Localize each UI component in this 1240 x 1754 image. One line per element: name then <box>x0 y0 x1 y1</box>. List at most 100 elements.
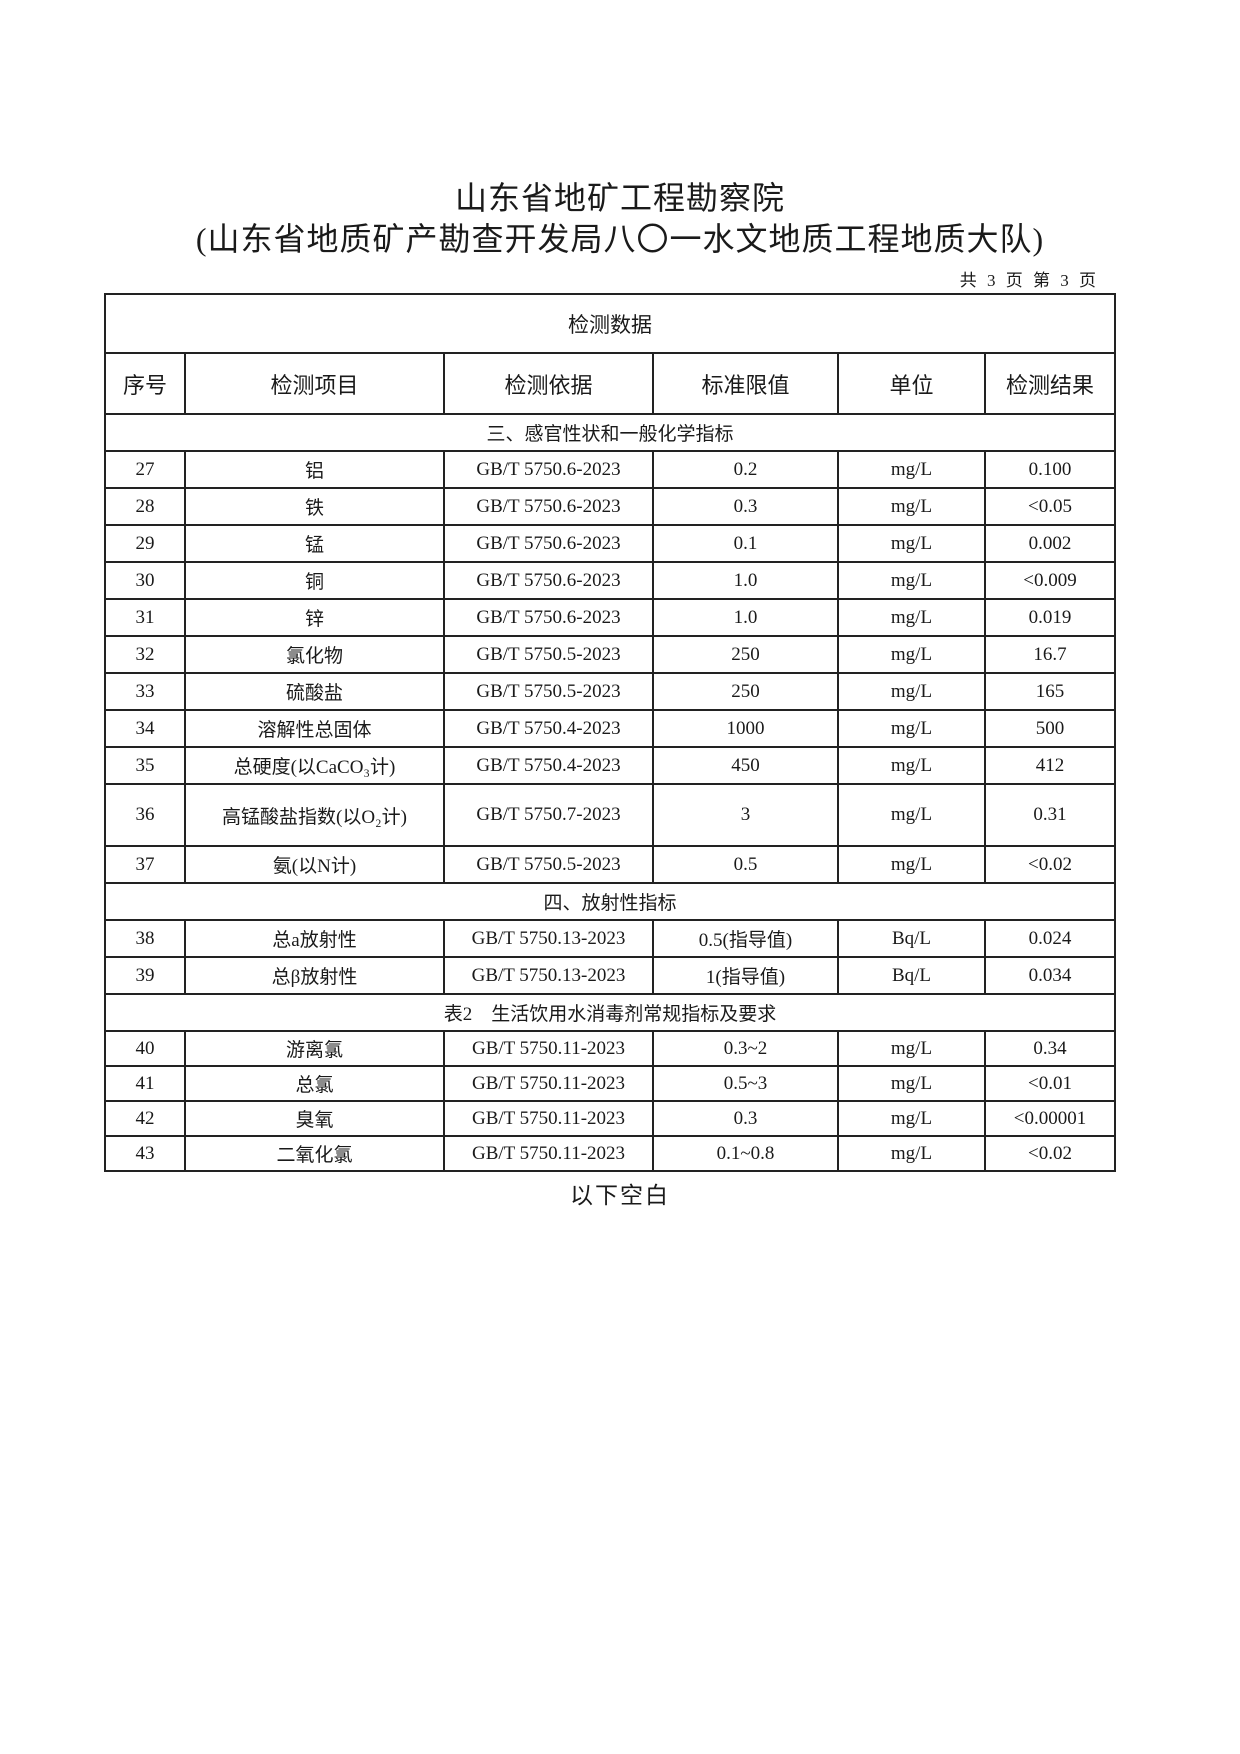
table-row: 40 游离氯 GB/T 5750.11-2023 0.3~2 mg/L 0.34 <box>104 1030 1117 1067</box>
cell-item: 臭氧 <box>184 1100 445 1137</box>
cell-item: 氨(以N计) <box>184 845 445 884</box>
cell-no: 37 <box>104 845 186 884</box>
cell-item: 二氧化氯 <box>184 1135 445 1172</box>
cell-unit: mg/L <box>837 635 986 674</box>
cell-no: 36 <box>104 783 186 847</box>
cell-method: GB/T 5750.11-2023 <box>443 1135 654 1172</box>
table-header-row: 序号 检测项目 检测依据 标准限值 单位 检测结果 <box>104 352 1117 415</box>
cell-no: 30 <box>104 561 186 600</box>
column-header: 序号 <box>104 352 186 415</box>
cell-limit: 0.3~2 <box>652 1030 839 1067</box>
table-row: 28 铁 GB/T 5750.6-2023 0.3 mg/L <0.05 <box>104 487 1117 526</box>
cell-unit: mg/L <box>837 746 986 785</box>
cell-unit: Bq/L <box>837 919 986 958</box>
cell-result: <0.02 <box>983 1135 1117 1172</box>
cell-result: <0.01 <box>983 1065 1117 1102</box>
table-row: 36 高锰酸盐指数(以O₂计) GB/T 5750.7-2023 3 mg/L 0.31 <box>104 783 1117 847</box>
section-title: 表2 生活饮用水消毒剂常规指标及要求 <box>103 993 1117 1032</box>
cell-no: 40 <box>104 1030 186 1067</box>
cell-unit: mg/L <box>837 1135 986 1172</box>
cell-unit: mg/L <box>837 1100 986 1137</box>
cell-no: 27 <box>104 450 186 489</box>
cell-limit: 0.3 <box>652 1100 839 1137</box>
cell-result: 0.002 <box>983 524 1117 563</box>
cell-method: GB/T 5750.13-2023 <box>443 919 654 958</box>
column-header: 检测依据 <box>443 352 654 415</box>
page-info: 共 3 页 第 3 页 <box>959 271 1099 290</box>
org-title: 山东省地矿工程勘察院 <box>454 180 785 216</box>
column-header: 标准限值 <box>652 352 839 415</box>
cell-result: 16.7 <box>983 635 1117 674</box>
table-row: 27 铝 GB/T 5750.6-2023 0.2 mg/L 0.100 <box>104 450 1117 489</box>
cell-unit: mg/L <box>837 709 986 748</box>
cell-unit: mg/L <box>837 561 986 600</box>
cell-item: 硫酸盐 <box>184 672 445 711</box>
cell-result: 0.100 <box>983 450 1117 489</box>
section-title: 三、感官性状和一般化学指标 <box>103 413 1117 452</box>
cell-no: 28 <box>104 487 186 526</box>
cell-limit: 0.5(指导值) <box>652 919 839 958</box>
cell-unit: mg/L <box>837 487 986 526</box>
cell-method: GB/T 5750.6-2023 <box>443 598 654 637</box>
cell-method: GB/T 5750.6-2023 <box>443 487 654 526</box>
cell-result: <0.00001 <box>983 1100 1117 1137</box>
org-subtitle: (山东省地质矿产勘查开发局八〇一水文地质工程地质大队) <box>195 221 1045 257</box>
cell-limit: 1.0 <box>652 561 839 600</box>
cell-unit: Bq/L <box>837 956 986 995</box>
cell-limit: 0.2 <box>652 450 839 489</box>
cell-result: 500 <box>983 709 1117 748</box>
cell-result: 0.019 <box>983 598 1117 637</box>
table-row: 39 总β放射性 GB/T 5750.13-2023 1(指导值) Bq/L 0.034 <box>104 956 1117 995</box>
cell-item: 总a放射性 <box>184 919 445 958</box>
cell-unit: mg/L <box>837 1030 986 1067</box>
cell-unit: mg/L <box>837 1065 986 1102</box>
table-row: 38 总a放射性 GB/T 5750.13-2023 0.5(指导值) Bq/L 0.02… <box>104 919 1117 958</box>
cell-method: GB/T 5750.4-2023 <box>443 746 654 785</box>
cell-method: GB/T 5750.7-2023 <box>443 783 654 847</box>
cell-method: GB/T 5750.5-2023 <box>443 672 654 711</box>
cell-unit: mg/L <box>837 845 986 884</box>
cell-no: 34 <box>104 709 186 748</box>
cell-result: <0.02 <box>983 845 1117 884</box>
cell-no: 43 <box>104 1135 186 1172</box>
cell-unit: mg/L <box>837 783 986 847</box>
cell-limit: 1.0 <box>652 598 839 637</box>
cell-item: 溶解性总固体 <box>184 709 445 748</box>
cell-item: 锌 <box>184 598 445 637</box>
cell-item: 总硬度(以CaCO₃计) <box>184 746 445 785</box>
cell-item: 铝 <box>184 450 445 489</box>
cell-item: 游离氯 <box>184 1030 445 1067</box>
cell-result: 0.34 <box>983 1030 1117 1067</box>
cell-unit: mg/L <box>837 672 986 711</box>
end-note: 以下空白 <box>570 1183 670 1208</box>
table-row: 31 锌 GB/T 5750.6-2023 1.0 mg/L 0.019 <box>104 598 1117 637</box>
cell-method: GB/T 5750.11-2023 <box>443 1030 654 1067</box>
table-caption: 检测数据 <box>103 293 1117 354</box>
cell-unit: mg/L <box>837 598 986 637</box>
cell-limit: 250 <box>652 635 839 674</box>
cell-method: GB/T 5750.4-2023 <box>443 709 654 748</box>
cell-no: 31 <box>104 598 186 637</box>
cell-item: 铁 <box>184 487 445 526</box>
cell-result: 412 <box>983 746 1117 785</box>
table-row: 35 总硬度(以CaCO₃计) GB/T 5750.4-2023 450 mg/L 412 <box>104 746 1117 785</box>
cell-unit: mg/L <box>837 450 986 489</box>
cell-item: 高锰酸盐指数(以O₂计) <box>184 783 445 847</box>
cell-limit: 0.3 <box>652 487 839 526</box>
cell-result: <0.009 <box>983 561 1117 600</box>
cell-result: 0.024 <box>983 919 1117 958</box>
cell-result: 165 <box>983 672 1117 711</box>
cell-method: GB/T 5750.6-2023 <box>443 524 654 563</box>
cell-no: 35 <box>104 746 186 785</box>
cell-item: 氯化物 <box>184 635 445 674</box>
cell-item: 总氯 <box>184 1065 445 1102</box>
section-title: 四、放射性指标 <box>103 882 1117 921</box>
cell-limit: 0.1~0.8 <box>652 1135 839 1172</box>
cell-limit: 3 <box>652 783 839 847</box>
table-row: 42 臭氧 GB/T 5750.11-2023 0.3 mg/L <0.00001 <box>104 1100 1117 1137</box>
table-row: 30 铜 GB/T 5750.6-2023 1.0 mg/L <0.009 <box>104 561 1117 600</box>
cell-method: GB/T 5750.5-2023 <box>443 635 654 674</box>
table-row: 34 溶解性总固体 GB/T 5750.4-2023 1000 mg/L 500 <box>104 709 1117 748</box>
cell-no: 42 <box>104 1100 186 1137</box>
cell-unit: mg/L <box>837 524 986 563</box>
